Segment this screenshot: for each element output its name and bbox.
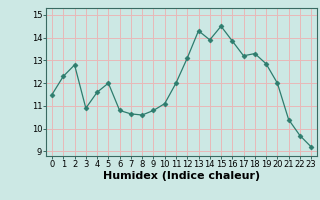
X-axis label: Humidex (Indice chaleur): Humidex (Indice chaleur) [103,171,260,181]
